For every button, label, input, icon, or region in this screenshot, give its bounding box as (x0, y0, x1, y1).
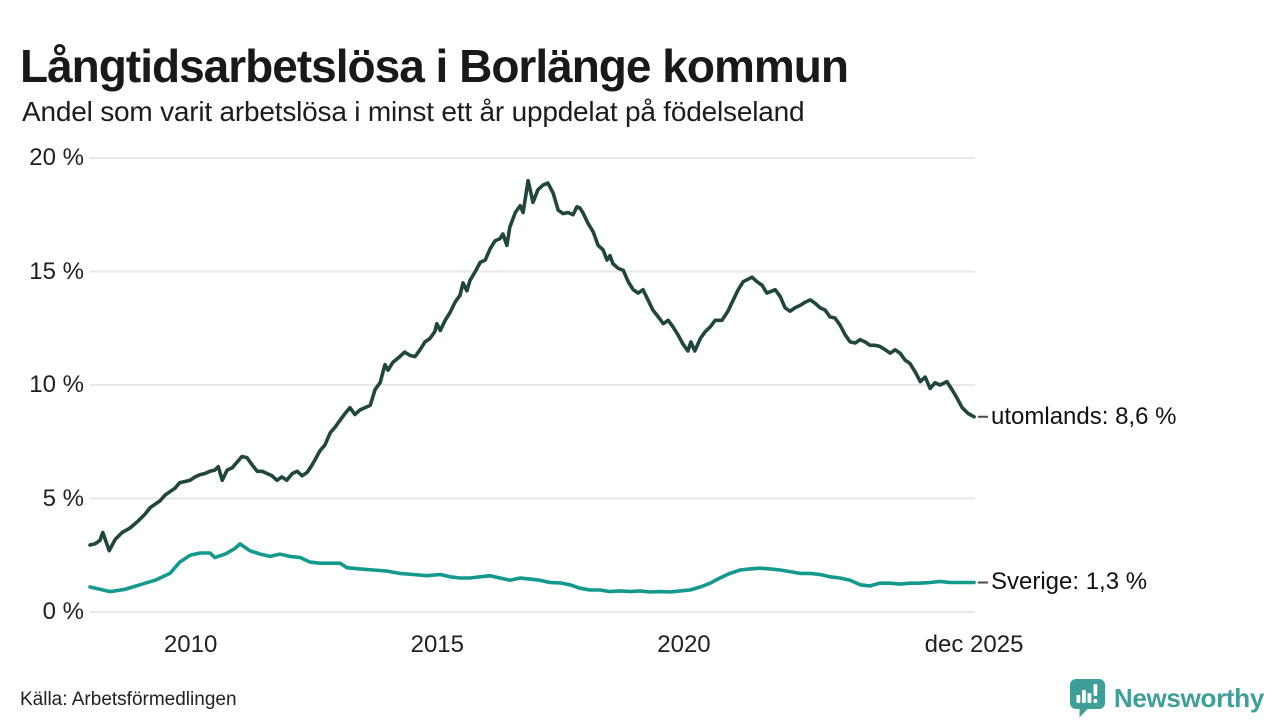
y-axis-label: 20 % (29, 144, 84, 171)
y-axis-label: 15 % (29, 257, 84, 285)
page-title: Långtidsarbetslösa i Borlänge kommun (20, 39, 849, 92)
newsworthy-logo-icon (1069, 679, 1105, 718)
y-axis-label: 5 % (42, 484, 84, 512)
x-axis-label: 2010 (163, 631, 218, 658)
source-note: Källa: Arbetsförmedlingen (20, 689, 237, 710)
x-axis-label: dec 2025 (924, 631, 1024, 658)
page-subtitle: Andel som varit arbetslösa i minst ett å… (22, 96, 805, 127)
x-axis-label: 2020 (657, 631, 711, 658)
series-end-label-utomlands: utomlands: 8,6 % (991, 402, 1177, 430)
y-axis-label: 10 % (29, 371, 84, 398)
series-line-Sverige (88, 542, 976, 594)
newsworthy-logo: Newsworthy (1069, 678, 1264, 718)
series-end-label-Sverige: Sverige: 1,3 % (991, 568, 1148, 596)
series-line-utomlands (88, 178, 976, 553)
y-axis-label: 0 % (42, 598, 84, 625)
x-axis-label: 2015 (410, 631, 464, 658)
newsworthy-brand-text: Newsworthy (1113, 682, 1264, 713)
